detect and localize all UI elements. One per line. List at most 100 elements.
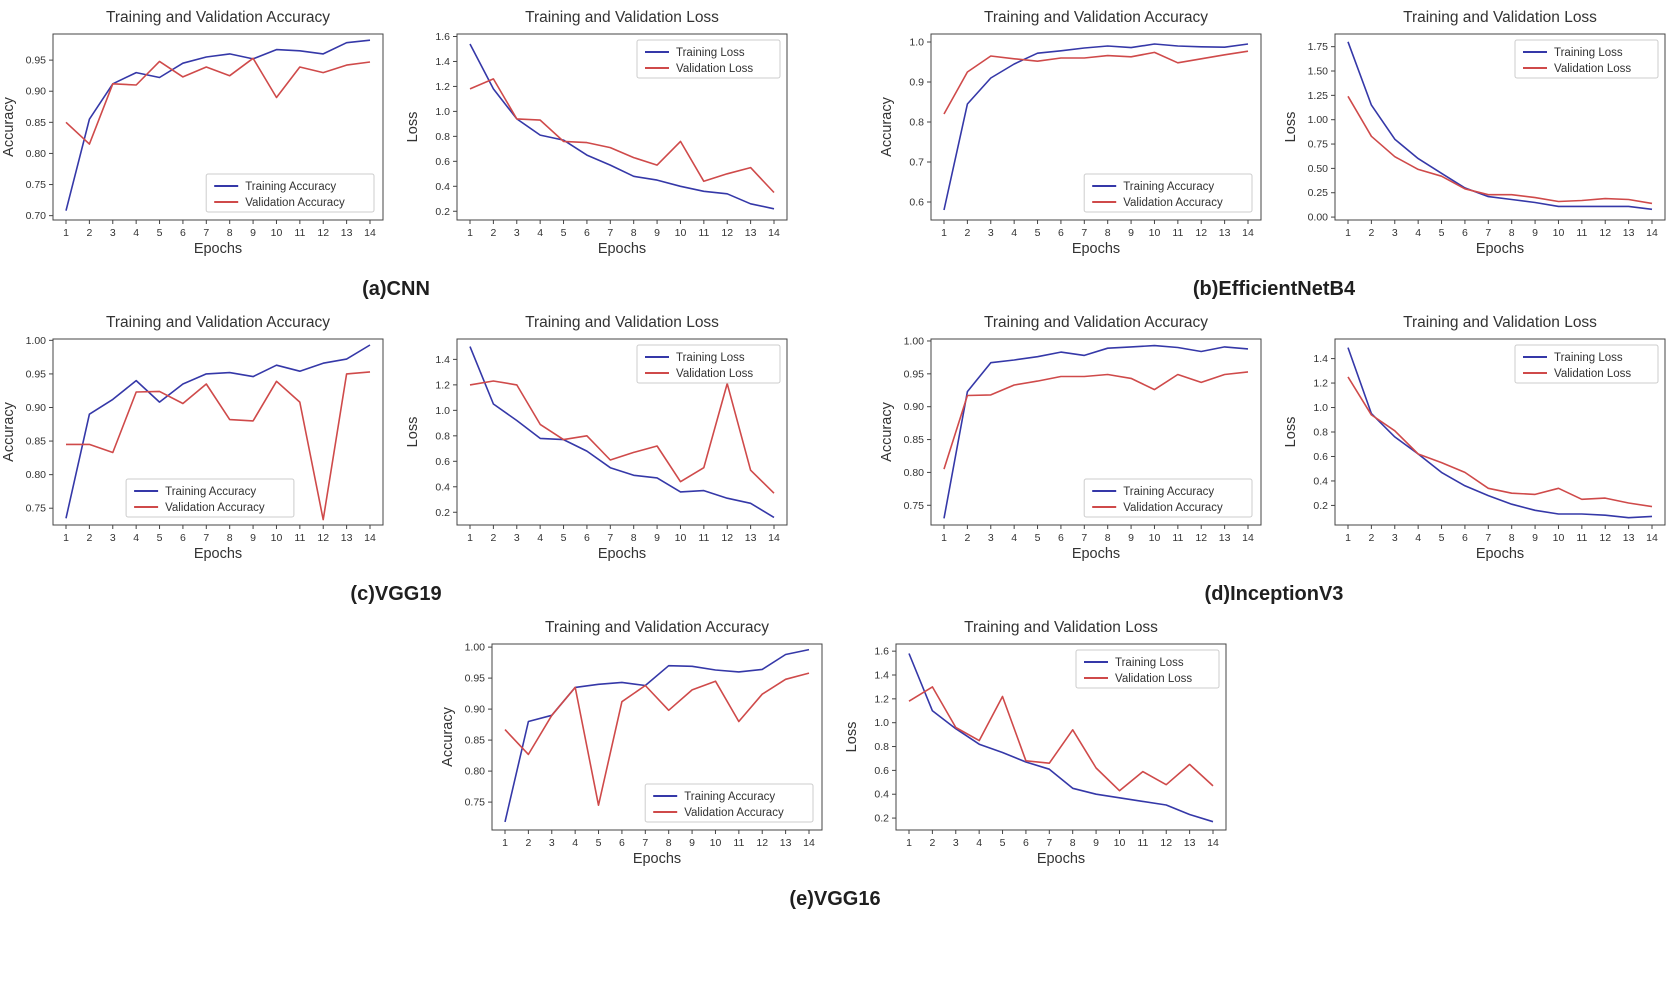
figure-row-1: Training and Validation Accuracy 0.70 0.75… <box>0 6 1670 301</box>
model-group-vgg19: Training and Validation Accuracy 0.75 0.80… <box>0 311 793 606</box>
y-tick-label: 0.90 <box>465 704 486 716</box>
x-tick-label: 14 <box>1242 227 1254 239</box>
x-tick-label: 3 <box>1392 227 1398 239</box>
y-tick-label: 0.6 <box>435 456 450 468</box>
x-tick-label: 13 <box>1219 532 1231 544</box>
chart-inceptionv3-loss: Training and Validation Loss 0.2 0.4 0.6 0.8… <box>1281 311 1670 583</box>
y-tick-label: 0.85 <box>904 434 925 446</box>
x-tick-label: 8 <box>1509 532 1515 544</box>
x-tick-label: 6 <box>584 227 590 239</box>
x-tick-label: 3 <box>988 227 994 239</box>
legend-label: Validation Accuracy <box>1123 197 1223 209</box>
chart-svg: Training and Validation Accuracy 0.75 0.80… <box>879 314 1262 562</box>
x-tick-label: 2 <box>490 227 496 239</box>
legend: Training Accuracy Validation Accuracy <box>1083 478 1253 518</box>
x-tick-label: 2 <box>490 532 496 544</box>
x-tick-label: 6 <box>180 227 186 239</box>
plot-frame <box>456 338 788 526</box>
legend: Training Accuracy Validation Accuracy <box>644 783 814 823</box>
y-tick-label: 1.4 <box>435 354 450 366</box>
x-tick-label: 1 <box>1345 227 1351 239</box>
legend-label: Training Accuracy <box>684 791 775 803</box>
series-validation-accuracy <box>943 50 1249 115</box>
x-tick-label: 7 <box>642 837 648 849</box>
chart-efficientnetb4-loss: Training and Validation Loss 0.00 0.25 0.50… <box>1281 6 1670 278</box>
caption-inceptionv3: (d)InceptionV3 <box>1204 583 1344 605</box>
chart-title: Training and Validation Accuracy <box>106 314 330 331</box>
series-validation-loss <box>469 78 775 194</box>
y-tick-label: 0.6 <box>874 765 889 777</box>
x-tick-label: 1 <box>467 532 473 544</box>
y-tick-label: 0.75 <box>26 179 47 191</box>
x-tick-label: 10 <box>1553 227 1565 239</box>
legend: Training Loss Validation Loss <box>636 39 781 79</box>
legend-label: Training Accuracy <box>245 181 336 193</box>
x-tick-label: 2 <box>86 227 92 239</box>
x-tick-label: 9 <box>250 227 256 239</box>
x-tick-label: 11 <box>1172 227 1183 239</box>
x-axis-label: Epochs <box>598 546 646 562</box>
x-tick-label: 5 <box>1439 227 1445 239</box>
x-tick-label: 9 <box>654 532 660 544</box>
x-tick-label: 4 <box>1415 532 1421 544</box>
legend: Training Loss Validation Loss <box>1514 39 1659 79</box>
x-tick-label: 9 <box>689 837 695 849</box>
x-tick-label: 5 <box>1439 532 1445 544</box>
y-tick-label: 1.4 <box>1313 353 1328 365</box>
series-training-loss <box>908 653 1214 823</box>
chart-title: Training and Validation Loss <box>1403 314 1597 331</box>
y-tick-label: 0.90 <box>26 402 47 414</box>
x-tick-label: 1 <box>63 227 69 239</box>
x-tick-label: 6 <box>1462 227 1468 239</box>
x-tick-label: 4 <box>1011 532 1017 544</box>
x-tick-label: 7 <box>1081 532 1087 544</box>
y-tick-label: 0.4 <box>874 789 889 801</box>
x-tick-label: 7 <box>1081 227 1087 239</box>
x-tick-label: 13 <box>341 532 353 544</box>
y-tick-label: 0.80 <box>465 766 486 778</box>
y-tick-label: 0.90 <box>904 401 925 413</box>
chart-svg: Training and Validation Loss 0.00 0.25 0.50… <box>1283 9 1666 257</box>
y-axis-label: Loss <box>1283 417 1299 448</box>
chart-svg: Training and Validation Loss 0.2 0.4 0.6 0.8… <box>844 619 1227 867</box>
legend-box <box>636 39 781 79</box>
legend-label: Validation Loss <box>676 63 753 75</box>
x-tick-label: 6 <box>1462 532 1468 544</box>
x-tick-label: 5 <box>1035 532 1041 544</box>
caption-efficientnetb4: (b)EfficientNetB4 <box>1192 278 1356 300</box>
x-tick-label: 3 <box>549 837 555 849</box>
legend-box <box>1075 649 1220 689</box>
plot-frame <box>930 33 1262 221</box>
chart-svg: Training and Validation Accuracy 0.70 0.75… <box>1 9 384 257</box>
y-tick-label: 0.8 <box>435 131 450 143</box>
x-tick-label: 4 <box>976 837 982 849</box>
y-tick-label: 0.80 <box>26 469 47 481</box>
x-tick-label: 13 <box>1623 532 1635 544</box>
legend-label: Validation Loss <box>1115 673 1192 685</box>
y-tick-label: 0.8 <box>874 741 889 753</box>
x-tick-label: 11 <box>294 532 305 544</box>
legend-label: Validation Accuracy <box>245 197 345 209</box>
x-axis-label: Epochs <box>1072 241 1120 257</box>
x-tick-label: 10 <box>271 227 283 239</box>
legend-box <box>636 344 781 384</box>
plot-frame <box>1334 33 1666 221</box>
y-tick-label: 0.85 <box>26 117 47 129</box>
x-tick-label: 6 <box>1058 227 1064 239</box>
x-tick-label: 4 <box>537 227 543 239</box>
chart-pair-cnn: Training and Validation Accuracy 0.70 0.75… <box>0 6 793 278</box>
y-tick-label: 0.2 <box>874 813 889 825</box>
series-validation-loss <box>469 380 775 494</box>
y-tick-label: 1.2 <box>1313 378 1328 390</box>
figure-row-3: Training and Validation Accuracy 0.75 0.80… <box>0 616 1670 911</box>
y-axis-label: Accuracy <box>440 706 456 766</box>
y-tick-label: 1.00 <box>26 335 47 347</box>
x-tick-label: 3 <box>514 532 520 544</box>
x-tick-label: 10 <box>1149 532 1161 544</box>
x-tick-label: 1 <box>502 837 508 849</box>
y-tick-label: 1.0 <box>1313 402 1328 414</box>
x-tick-label: 2 <box>525 837 531 849</box>
y-tick-label: 0.2 <box>435 507 450 519</box>
legend: Training Accuracy Validation Accuracy <box>125 478 295 518</box>
chart-vgg16-loss: Training and Validation Loss 0.2 0.4 0.6 0.8… <box>842 616 1232 888</box>
